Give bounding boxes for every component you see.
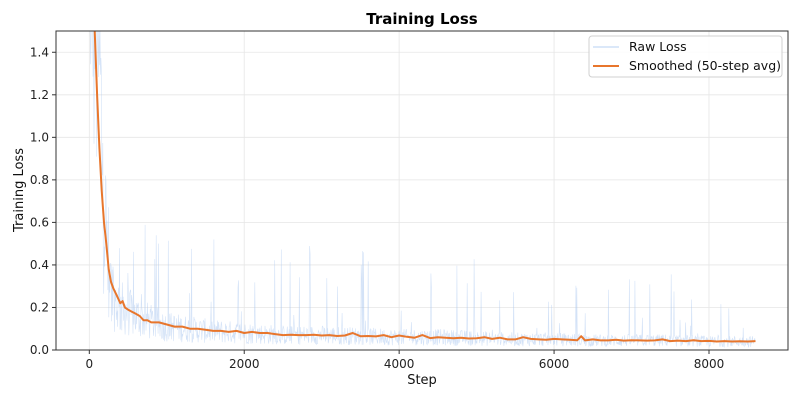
x-tick-label: 4000 xyxy=(384,357,415,371)
legend: Raw Loss Smoothed (50-step avg) xyxy=(588,35,783,78)
grid-lines xyxy=(56,31,788,351)
legend-box xyxy=(588,35,783,78)
y-tick-label: 0.8 xyxy=(30,173,49,187)
x-axis-ticks: 0 2000 4000 6000 8000 xyxy=(85,350,724,371)
x-tick-label: 0 xyxy=(85,357,93,371)
y-tick-label: 0.4 xyxy=(30,258,49,272)
y-tick-label: 0.6 xyxy=(30,215,49,229)
y-axis-ticks: 0.0 0.2 0.4 0.6 0.8 1.0 1.2 1.4 xyxy=(30,45,56,357)
y-tick-label: 0.0 xyxy=(30,343,49,357)
y-tick-label: 1.2 xyxy=(30,88,49,102)
smoothed-loss-line xyxy=(93,30,756,343)
y-axis-label: Training Loss xyxy=(12,148,27,233)
x-tick-label: 8000 xyxy=(694,357,725,371)
legend-raw-label: Raw Loss xyxy=(629,39,687,54)
legend-smoothed-label: Smoothed (50-step avg) xyxy=(629,58,781,73)
y-tick-label: 1.4 xyxy=(30,45,49,59)
plot-frame xyxy=(55,30,789,351)
smoothed-loss-series xyxy=(93,30,756,343)
x-tick-label: 6000 xyxy=(539,357,570,371)
chart-title: Training Loss xyxy=(366,10,477,28)
y-tick-label: 0.2 xyxy=(30,300,49,314)
x-tick-label: 2000 xyxy=(229,357,260,371)
y-tick-label: 1.0 xyxy=(30,130,49,144)
x-axis-label: Step xyxy=(407,373,437,388)
